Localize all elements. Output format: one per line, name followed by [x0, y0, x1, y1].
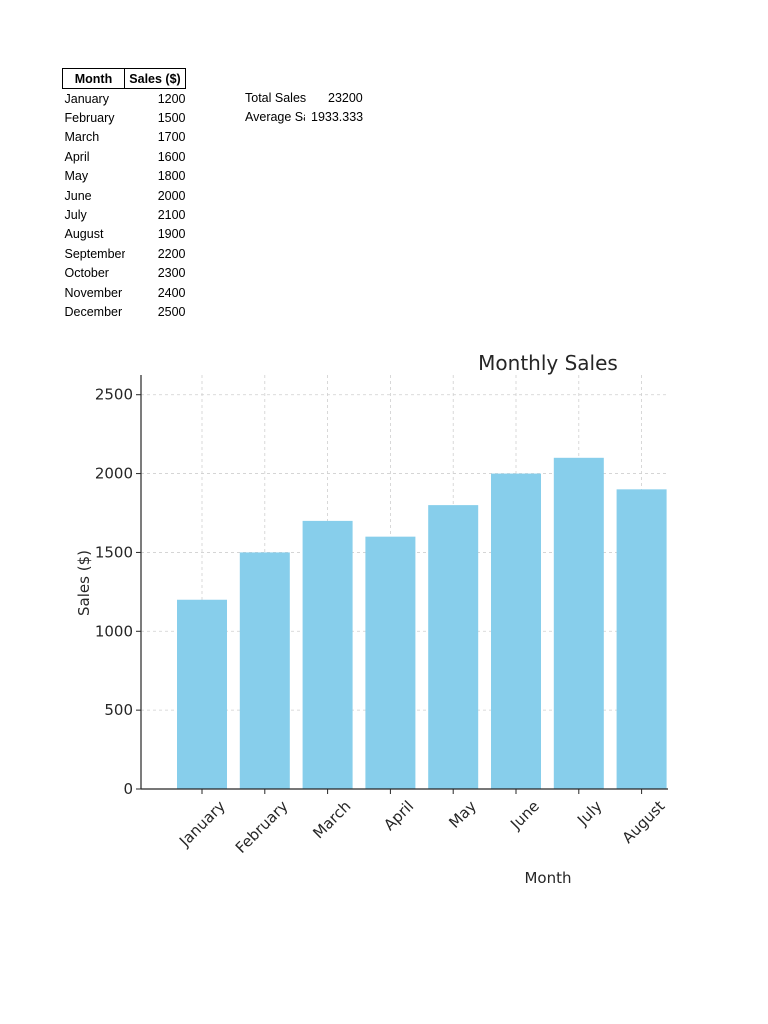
month-cell: June: [64, 188, 92, 203]
month-cell: April: [64, 149, 90, 164]
average-sales-label: Average Sales: [245, 110, 305, 124]
bar-august: [616, 489, 667, 789]
table-row: February 1500: [63, 108, 186, 127]
x-tick-label: April: [380, 797, 417, 834]
header-sales: Sales ($): [124, 68, 186, 89]
table-row: March 1700: [63, 128, 186, 147]
x-tick-label: June: [506, 797, 543, 834]
sales-cell: 2300: [157, 266, 186, 281]
sales-cell: 2200: [157, 246, 186, 261]
month-cell: January: [64, 91, 109, 106]
table-row: January 1200: [63, 89, 186, 109]
x-tick-label: January: [175, 797, 229, 851]
month-cell: October: [64, 266, 109, 281]
chart-svg: 0 500 1000 1500 2000 2500 January February March…: [75, 351, 669, 887]
average-sales-value: 1933.333: [311, 110, 364, 124]
sales-cell: 1700: [157, 130, 186, 145]
table-body: January 1200 February 1500 March 1700 April 160…: [63, 89, 186, 322]
table-row: September 2200: [63, 244, 186, 263]
bar-july: [553, 457, 604, 789]
bar-layer: [177, 457, 667, 789]
bar-march: [302, 520, 353, 789]
bar-january: [177, 599, 227, 789]
table-header-row: Month Sales ($): [62, 68, 186, 89]
x-tick-label: March: [309, 797, 354, 842]
sales-table: Month Sales ($) January 1200 February 1500 M…: [62, 68, 186, 322]
bar-february: [239, 552, 290, 789]
sales-cell: 1900: [157, 227, 186, 242]
x-tick-label: August: [619, 797, 669, 847]
sales-cell: 2400: [157, 285, 186, 300]
y-tick-label: 1500: [95, 543, 133, 561]
table-row: May 1800: [63, 167, 186, 186]
bar-april: [365, 536, 416, 789]
bar-may: [428, 505, 479, 789]
total-sales-label: Total Sales: [245, 91, 307, 105]
y-tick-label: 2500: [95, 386, 133, 404]
sales-cell: 2000: [157, 188, 186, 203]
table-row: October 2300: [63, 264, 186, 283]
x-tick-label: February: [232, 797, 292, 857]
y-tick-label: 0: [123, 780, 133, 798]
month-cell: March: [64, 130, 100, 145]
table-row: June 2000: [63, 186, 186, 205]
bar-june: [491, 473, 541, 789]
sales-cell: 2100: [157, 208, 186, 223]
table-row: July 2100: [63, 205, 186, 224]
y-axis-label: Sales ($): [75, 550, 93, 616]
header-month: Month: [62, 68, 125, 89]
month-cell: May: [64, 169, 89, 184]
y-tick-label: 2000: [95, 465, 133, 483]
month-cell: August: [64, 227, 104, 242]
sales-cell: 1500: [157, 111, 186, 126]
month-cell: November: [64, 285, 123, 300]
sales-cell: 2500: [157, 304, 186, 319]
table-row: December 2500: [63, 302, 186, 321]
sales-cell: 1200: [157, 91, 186, 106]
y-tick-label: 1000: [95, 622, 133, 640]
sales-cell: 1800: [157, 169, 186, 184]
chart-title: Monthly Sales: [478, 351, 618, 375]
monthly-sales-chart: 0 500 1000 1500 2000 2500 January February March…: [0, 330, 768, 910]
x-axis-label: Month: [524, 869, 571, 887]
table-row: November 2400: [63, 283, 186, 302]
table-row: August 1900: [63, 225, 186, 244]
month-cell: December: [64, 304, 123, 319]
x-tick-label: May: [445, 797, 480, 832]
table-row: April 1600: [63, 147, 186, 166]
month-cell: September: [64, 246, 125, 261]
x-tick-label: July: [573, 797, 606, 830]
y-tick-label: 500: [104, 701, 133, 719]
month-cell: July: [64, 208, 87, 223]
month-cell: February: [64, 111, 115, 126]
total-sales-value: 23200: [328, 91, 363, 105]
sales-cell: 1600: [157, 149, 186, 164]
